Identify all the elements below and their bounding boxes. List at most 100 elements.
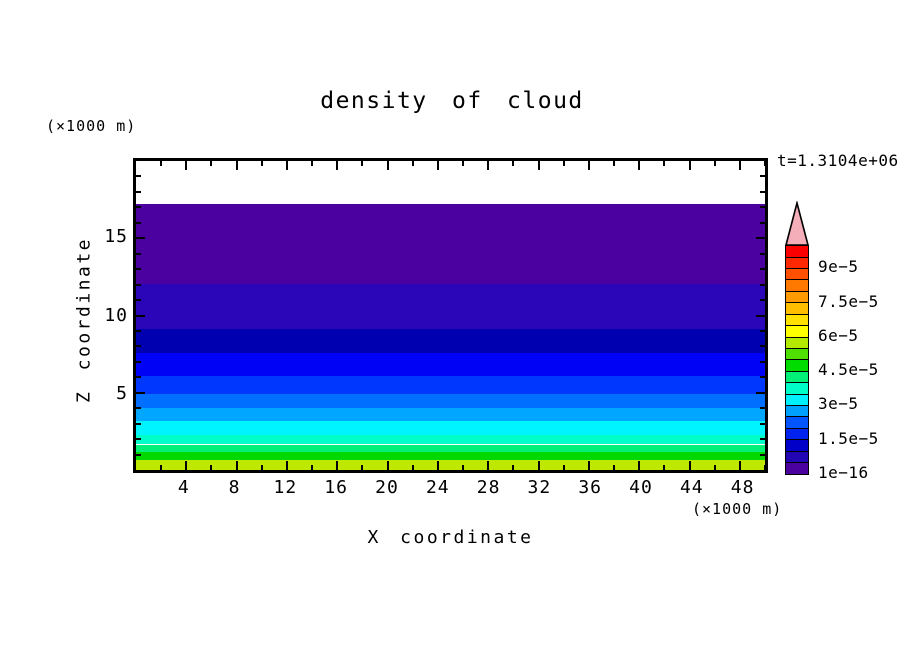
contour-band xyxy=(136,329,765,353)
plot-area xyxy=(133,158,768,473)
y-minor-tick xyxy=(760,206,765,209)
y-tick-label: 15 xyxy=(104,225,128,247)
x-minor-tick xyxy=(764,465,766,470)
x-minor-tick xyxy=(210,465,213,470)
colorbar-box xyxy=(785,370,809,384)
contour-band xyxy=(136,444,765,453)
x-major-tick xyxy=(386,161,389,170)
x-minor-tick xyxy=(260,465,263,470)
colorbar-box xyxy=(785,358,809,372)
y-minor-tick xyxy=(136,190,141,193)
y-minor-tick xyxy=(760,221,765,224)
x-axis-title: X coordinate xyxy=(367,527,534,548)
x-tick-label: 20 xyxy=(375,477,399,498)
x-major-tick xyxy=(587,461,590,470)
y-minor-tick xyxy=(760,453,765,456)
y-minor-tick xyxy=(760,252,765,255)
x-minor-tick xyxy=(361,161,364,166)
y-minor-tick xyxy=(136,299,141,302)
contour-band xyxy=(136,408,765,421)
y-minor-tick xyxy=(760,268,765,271)
contour-band xyxy=(136,434,765,445)
y-minor-tick xyxy=(136,268,141,271)
y-minor-tick xyxy=(136,438,141,441)
colorbar-box xyxy=(785,347,809,361)
x-tick-label: 8 xyxy=(228,477,241,498)
x-tick-label: 48 xyxy=(730,477,755,498)
x-minor-tick xyxy=(311,161,314,166)
time-annotation: t=1.3104e+06 xyxy=(777,151,899,170)
colorbar-box xyxy=(785,324,809,338)
y-minor-tick xyxy=(136,453,141,456)
y-minor-tick xyxy=(760,438,765,441)
contour-band-layer xyxy=(136,161,765,470)
x-minor-tick xyxy=(462,161,465,166)
y-minor-tick xyxy=(760,299,765,302)
colorbar-tick-label: 1.5e−5 xyxy=(818,428,879,448)
colorbar-tick-label: 7.5e−5 xyxy=(818,291,879,311)
y-major-tick xyxy=(756,237,765,240)
x-major-tick xyxy=(185,461,188,470)
y-minor-tick xyxy=(136,252,141,255)
y-minor-tick xyxy=(136,422,141,425)
x-tick-label: 44 xyxy=(679,477,704,498)
y-major-tick xyxy=(136,391,145,394)
y-minor-tick xyxy=(760,283,765,286)
y-minor-tick xyxy=(136,283,141,286)
contour-band xyxy=(136,452,765,461)
colorbar-box xyxy=(785,290,809,304)
x-major-tick xyxy=(336,461,339,470)
x-major-tick xyxy=(638,461,641,470)
contour-band xyxy=(136,393,765,409)
colorbar-overflow-arrow-icon xyxy=(784,201,810,246)
x-minor-tick xyxy=(260,161,263,166)
x-minor-tick xyxy=(361,465,364,470)
y-minor-tick xyxy=(760,422,765,425)
x-major-tick xyxy=(285,461,288,470)
y-major-tick xyxy=(756,391,765,394)
colorbar-tick-label: 6e−5 xyxy=(818,325,859,345)
x-major-tick xyxy=(688,461,691,470)
x-major-tick xyxy=(537,461,540,470)
y-major-tick xyxy=(136,237,145,240)
x-minor-tick xyxy=(764,161,766,166)
x-tick-label: 12 xyxy=(273,477,298,498)
y-minor-tick xyxy=(136,175,141,178)
colorbar-tick-label: 9e−5 xyxy=(818,257,859,277)
y-minor-tick xyxy=(760,360,765,363)
x-tick-label: 28 xyxy=(476,477,501,498)
x-minor-tick xyxy=(210,161,213,166)
colorbar-box xyxy=(785,278,809,292)
y-axis-unit-label: (×1000 m) xyxy=(46,117,137,135)
y-major-tick xyxy=(756,314,765,317)
x-major-tick xyxy=(738,161,741,170)
x-minor-tick xyxy=(663,161,666,166)
y-minor-tick xyxy=(760,190,765,193)
y-minor-tick xyxy=(136,206,141,209)
y-minor-tick xyxy=(760,345,765,348)
x-minor-tick xyxy=(160,161,163,166)
colorbar-box xyxy=(785,256,809,270)
x-minor-tick xyxy=(462,465,465,470)
x-major-tick xyxy=(537,161,540,170)
x-major-tick xyxy=(336,161,339,170)
colorbar-box xyxy=(785,335,809,349)
x-tick-label: 36 xyxy=(578,477,603,498)
y-minor-tick xyxy=(136,329,141,332)
x-minor-tick xyxy=(713,465,716,470)
x-minor-tick xyxy=(512,465,515,470)
x-major-tick xyxy=(638,161,641,170)
y-minor-tick xyxy=(136,376,141,379)
colorbar-box xyxy=(785,301,809,315)
contour-band xyxy=(136,421,765,435)
contour-band xyxy=(136,352,765,376)
x-axis-unit-label: (×1000 m) xyxy=(692,500,783,518)
x-major-tick xyxy=(386,461,389,470)
colorbar-tick-label: 1e−16 xyxy=(818,463,869,482)
y-minor-tick xyxy=(760,407,765,410)
x-minor-tick xyxy=(562,161,565,166)
tick-mark-layer xyxy=(136,161,766,470)
x-major-tick xyxy=(185,161,188,170)
x-major-tick xyxy=(235,161,238,170)
